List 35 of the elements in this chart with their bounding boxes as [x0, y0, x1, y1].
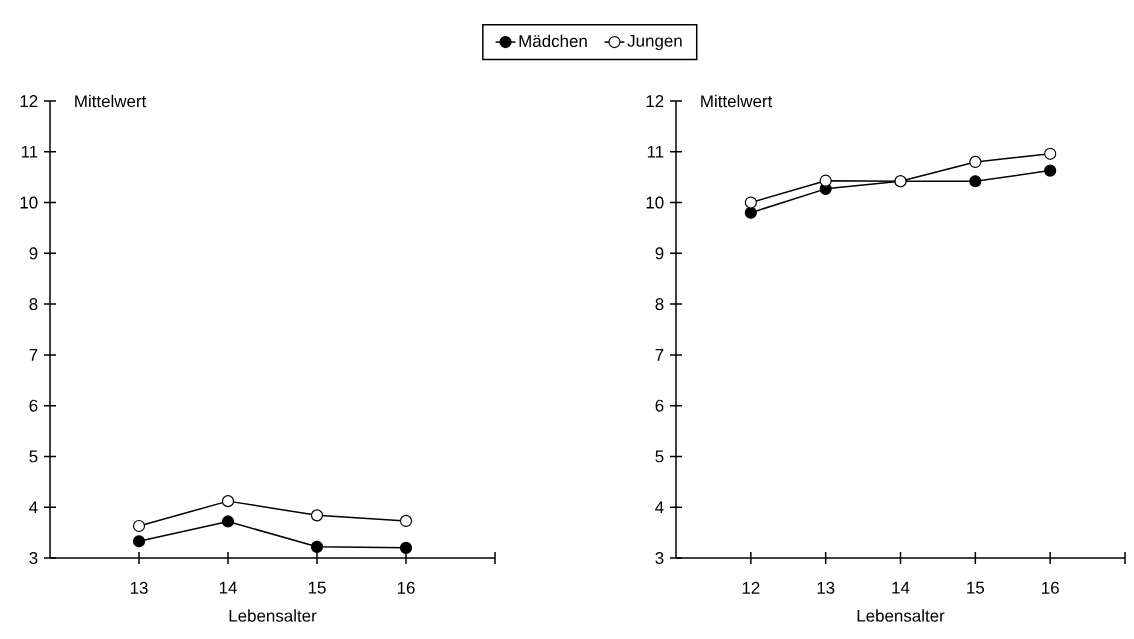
x-axis-title: Lebensalter: [857, 609, 945, 622]
y-tick-label: 11: [647, 145, 664, 158]
y-tick-label: 9: [29, 247, 38, 260]
y-tick-label: 12: [20, 95, 38, 107]
x-tick-label: 14: [892, 581, 910, 594]
y-tick-label: 10: [20, 196, 38, 209]
legend-label: Jungen: [627, 34, 682, 51]
x-tick-label: 13: [817, 581, 835, 594]
y-tick-label: 4: [29, 501, 38, 514]
y-tick-label: 3: [655, 552, 664, 564]
y-tick-label: 8: [655, 298, 664, 311]
y-tick-label: 4: [655, 501, 664, 514]
x-tick-label: 16: [397, 581, 415, 594]
x-tick-label: 15: [967, 581, 985, 594]
x-tick-label: 14: [219, 581, 237, 594]
y-tick-label: 12: [646, 95, 664, 107]
y-axis-title: Mittelwert: [75, 94, 147, 108]
y-tick-label: 10: [646, 196, 664, 209]
y-tick-label: 6: [29, 399, 38, 412]
y-axis-title: Mittelwert: [701, 94, 773, 108]
legend-label: Mädchen: [519, 34, 587, 48]
x-tick-label: 12: [742, 581, 760, 594]
y-tick-label: 8: [29, 298, 38, 311]
y-tick-label: 6: [655, 399, 664, 412]
x-axis-title: Lebensalter: [229, 609, 317, 622]
y-tick-label: 7: [29, 349, 38, 361]
y-tick-label: 5: [655, 450, 664, 463]
y-tick-label: 9: [655, 247, 664, 260]
x-tick-label: 13: [130, 581, 148, 594]
y-tick-label: 11: [21, 145, 38, 158]
y-tick-label: 3: [29, 552, 38, 564]
y-tick-label: 7: [655, 349, 664, 361]
x-tick-label: 15: [308, 581, 326, 594]
x-tick-label: 16: [1042, 581, 1059, 594]
y-tick-label: 5: [29, 450, 38, 463]
